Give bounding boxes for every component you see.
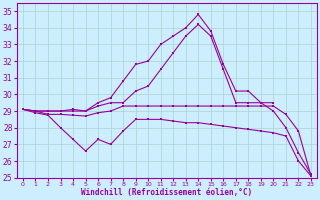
- X-axis label: Windchill (Refroidissement éolien,°C): Windchill (Refroidissement éolien,°C): [81, 188, 252, 197]
